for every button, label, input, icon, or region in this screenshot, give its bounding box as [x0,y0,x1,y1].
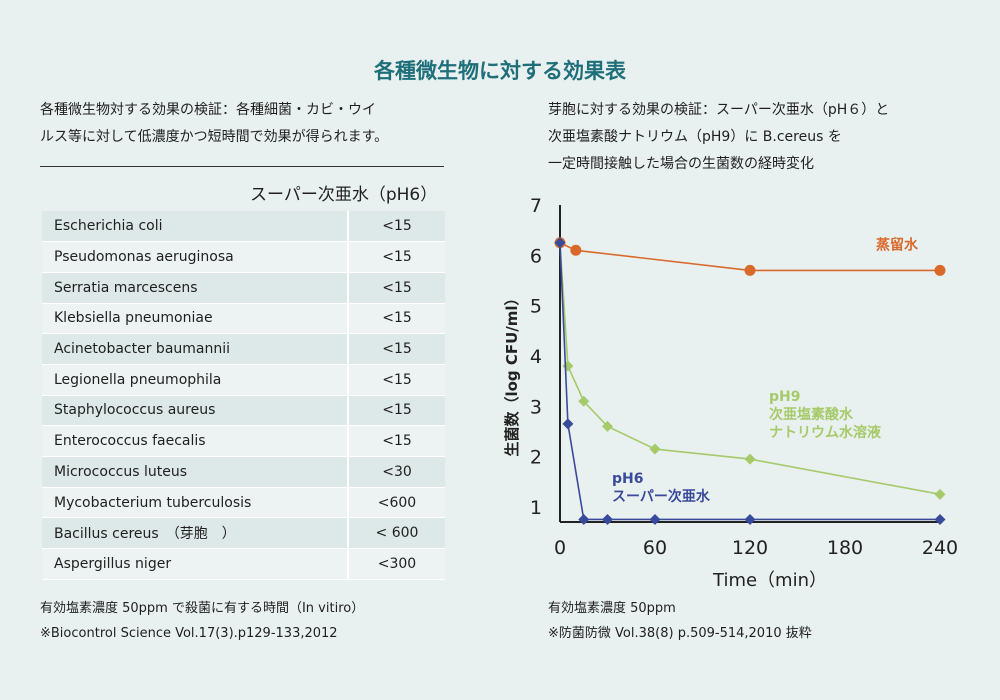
data-point [934,264,946,276]
data-point [570,244,582,256]
data-point [649,513,661,525]
organism-cell: Bacillus cereus （芽胞 ） [42,517,349,550]
organism-cell: Pseudomonas aeruginosa [42,241,349,273]
organism-cell: Acinetobacter baumannii [42,333,349,365]
table-row: Pseudomonas aeruginosa <15 [42,241,445,273]
left-description: 各種微生物対する効果の検証：各種細菌・カビ・ウイ ルス等に対して低濃度かつ短時間… [40,97,460,151]
page-title: 各種微生物に対する効果表 [374,59,626,83]
x-tick-label: 0 [554,537,566,559]
table-header: スーパー次亜水（pH6） [250,185,438,205]
organism-cell: Staphylococcus aureus [42,395,349,427]
data-point [554,237,566,249]
organism-cell: Klebsiella pneumoniae [42,303,349,335]
right-description: 芽胞に対する効果の検証：スーパー次亜水（pH６）と 次亜塩素酸ナトリウム（pH9… [548,97,968,178]
organism-cell: Legionella pneumophila [42,364,349,396]
data-point [744,513,756,525]
right-note-line: ※防菌防微 Vol.38(8) p.509-514,2010 抜粋 [548,626,812,641]
series-label-ph9: 次亜塩素酸水 [769,406,854,423]
x-tick-label: 240 [922,537,958,559]
time-value-cell: <15 [348,272,445,304]
left-description-line: 各種微生物対する効果の検証：各種細菌・カビ・ウイ [40,102,376,118]
time-value-cell: <15 [348,425,445,457]
time-value-cell: <15 [348,364,445,396]
series-label-ph9: ナトリウム水溶液 [769,424,882,441]
table-row: Acinetobacter baumannii <15 [42,333,445,365]
table-row: Aspergillus niger <300 [42,548,445,580]
left-note: 有効塩素濃度 50ppm で殺菌に有する時間（In vitiro） ※Bioco… [40,596,480,646]
right-note: 有効塩素濃度 50ppm ※防菌防微 Vol.38(8) p.509-514,2… [548,596,968,646]
time-value-cell: <300 [348,548,445,580]
x-tick-label: 120 [732,537,768,559]
organism-cell: Mycobacterium tuberculosis [42,487,349,519]
y-tick-label: 2 [530,447,542,469]
divider [40,166,444,167]
data-point [744,453,756,465]
efficacy-table: Escherichia coli <15 Pseudomonas aeruginos… [42,211,445,580]
table-row: Mycobacterium tuberculosis <600 [42,487,445,519]
organism-cell: Micrococcus luteus [42,456,349,488]
series-label-distilled-water: 蒸留水 [876,236,919,253]
series-label-ph6: スーパー次亜水 [612,488,711,505]
data-point [744,264,756,276]
survival-chart: 1 2 3 4 5 6 7 0 60 120 180 240 Time（min） 生菌数（log CFU/… [503,195,958,591]
data-point [562,418,574,430]
time-value-cell: <15 [348,395,445,427]
y-axis-label: 生菌数（log CFU/ml） [503,290,521,456]
data-point [578,395,590,407]
organism-cell: Aspergillus niger [42,548,349,580]
x-tick-label: 180 [827,537,863,559]
organism-cell: Enterococcus faecalis [42,425,349,457]
right-description-line: 芽胞に対する効果の検証：スーパー次亜水（pH６）と [548,102,890,118]
time-value-cell: < 600 [348,517,445,550]
time-value-cell: <600 [348,487,445,519]
y-tick-label: 7 [530,195,542,217]
data-point [934,513,946,525]
series-line [559,242,940,272]
table-row: Serratia marcescens <15 [42,272,445,304]
time-value-cell: <15 [348,211,445,243]
data-point [578,513,590,525]
data-point [649,443,661,455]
time-value-cell: <30 [348,456,445,488]
data-point [934,488,946,500]
y-tick-label: 4 [530,346,542,368]
table-row: Micrococcus luteus <30 [42,456,445,488]
table-row: Bacillus cereus （芽胞 ） < 600 [42,517,445,550]
left-note-line: ※Biocontrol Science Vol.17(3).p129-133,2… [40,626,338,641]
table-row: Escherichia coli <15 [42,211,445,243]
series-label-ph9: pH9 [769,389,800,405]
right-description-line: 一定時間接触した場合の生菌数の経時変化 [548,156,814,172]
y-tick-label: 6 [530,245,542,267]
time-value-cell: <15 [348,241,445,273]
x-axis-label: Time（min） [712,570,827,591]
time-value-cell: <15 [348,333,445,365]
data-point [602,513,613,525]
series-label-ph6: pH6 [612,471,643,487]
y-tick-label: 1 [530,497,542,519]
y-tick-label: 5 [530,296,542,318]
right-note-line: 有効塩素濃度 50ppm [548,601,676,616]
time-value-cell: <15 [348,303,445,335]
left-note-line: 有効塩素濃度 50ppm で殺菌に有する時間（In vitiro） [40,601,365,616]
left-description-line: ルス等に対して低濃度かつ短時間で効果が得られます。 [40,129,389,145]
table-row: Staphylococcus aureus <15 [42,395,445,427]
x-tick-label: 60 [643,537,667,559]
organism-cell: Serratia marcescens [42,272,349,304]
data-point [562,360,574,372]
table-row: Klebsiella pneumoniae <15 [42,303,445,335]
table-row: Legionella pneumophila <15 [42,364,445,396]
right-description-line: 次亜塩素酸ナトリウム（pH9）に B.cereus を [548,129,842,145]
y-tick-label: 3 [530,396,542,418]
data-point [602,420,613,432]
organism-cell: Escherichia coli [42,211,349,243]
table-row: Enterococcus faecalis <15 [42,425,445,457]
